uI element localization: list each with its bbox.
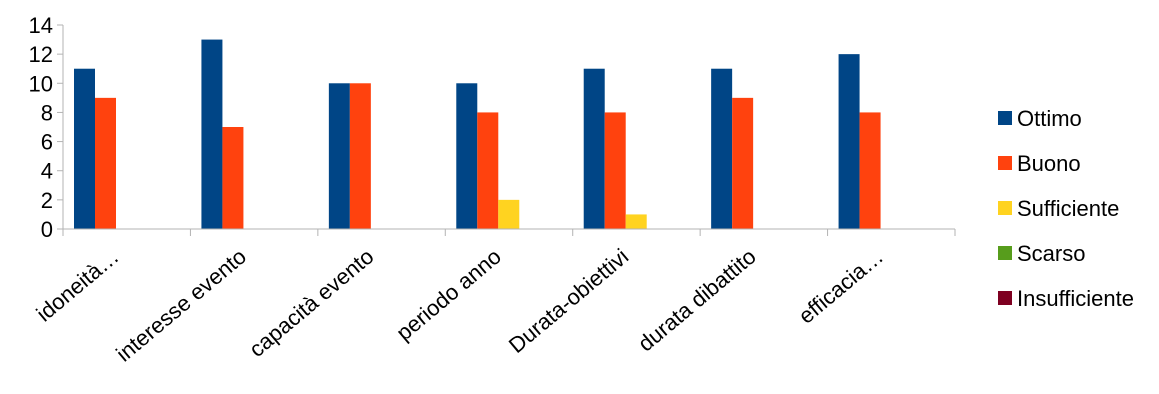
bar-sufficiente-4: [625, 214, 647, 229]
legend-label-scarso: Scarso: [1017, 241, 1085, 266]
y-tick-label: 12: [29, 42, 53, 67]
x-tick-label: interesse evento: [111, 244, 251, 367]
x-tick-label: efficacia…: [794, 244, 888, 329]
bar-buono-5: [732, 97, 754, 229]
bar-buono-3: [477, 112, 499, 229]
legend-swatch-insufficiente: [998, 291, 1012, 305]
legend-swatch-buono: [998, 156, 1012, 170]
y-tick-label: 14: [29, 13, 53, 38]
y-tick-labels: 0 2 4 6 8 10 12 14: [29, 13, 53, 242]
bar-ottimo-4: [583, 68, 605, 229]
y-tick-label: 2: [41, 188, 53, 213]
axes: [57, 24, 956, 236]
bar-ottimo-6: [838, 54, 860, 230]
legend-label-sufficiente: Sufficiente: [1017, 196, 1119, 221]
x-tick-label: durata dibattito: [633, 244, 761, 357]
bar-sufficiente-3: [498, 199, 520, 229]
x-tick-label: Durata-obiettivi: [504, 244, 633, 358]
y-tick-label: 10: [29, 71, 53, 96]
bar-buono-6: [859, 112, 881, 229]
y-tick-label: 8: [41, 100, 53, 125]
bar-buono-4: [604, 112, 626, 229]
bar-buono-1: [222, 127, 244, 229]
bar-buono-2: [349, 83, 371, 230]
bar-ottimo-2: [328, 83, 350, 230]
y-tick-label: 6: [41, 130, 53, 155]
legend-swatch-scarso: [998, 246, 1012, 260]
legend-label-ottimo: Ottimo: [1017, 106, 1082, 131]
bar-ottimo-1: [201, 39, 223, 230]
bars: [74, 39, 881, 230]
bar-ottimo-5: [711, 68, 733, 229]
legend-swatch-ottimo: [998, 111, 1012, 125]
legend-label-buono: Buono: [1017, 151, 1081, 176]
legend-label-insufficiente: Insufficiente: [1017, 286, 1134, 311]
legend-swatch-sufficiente: [998, 201, 1012, 215]
x-tick-label: periodo anno: [391, 244, 505, 346]
y-tick-label: 0: [41, 217, 53, 242]
x-tick-label: capacità evento: [244, 244, 378, 362]
bar-ottimo-3: [456, 83, 478, 230]
bar-ottimo-0: [74, 68, 95, 229]
bar-buono-0: [95, 97, 116, 229]
x-tick-label: idoneità…: [32, 244, 124, 327]
legend: Ottimo Buono Sufficiente Scarso Insufficient…: [998, 106, 1134, 311]
y-tick-label: 4: [41, 159, 53, 184]
